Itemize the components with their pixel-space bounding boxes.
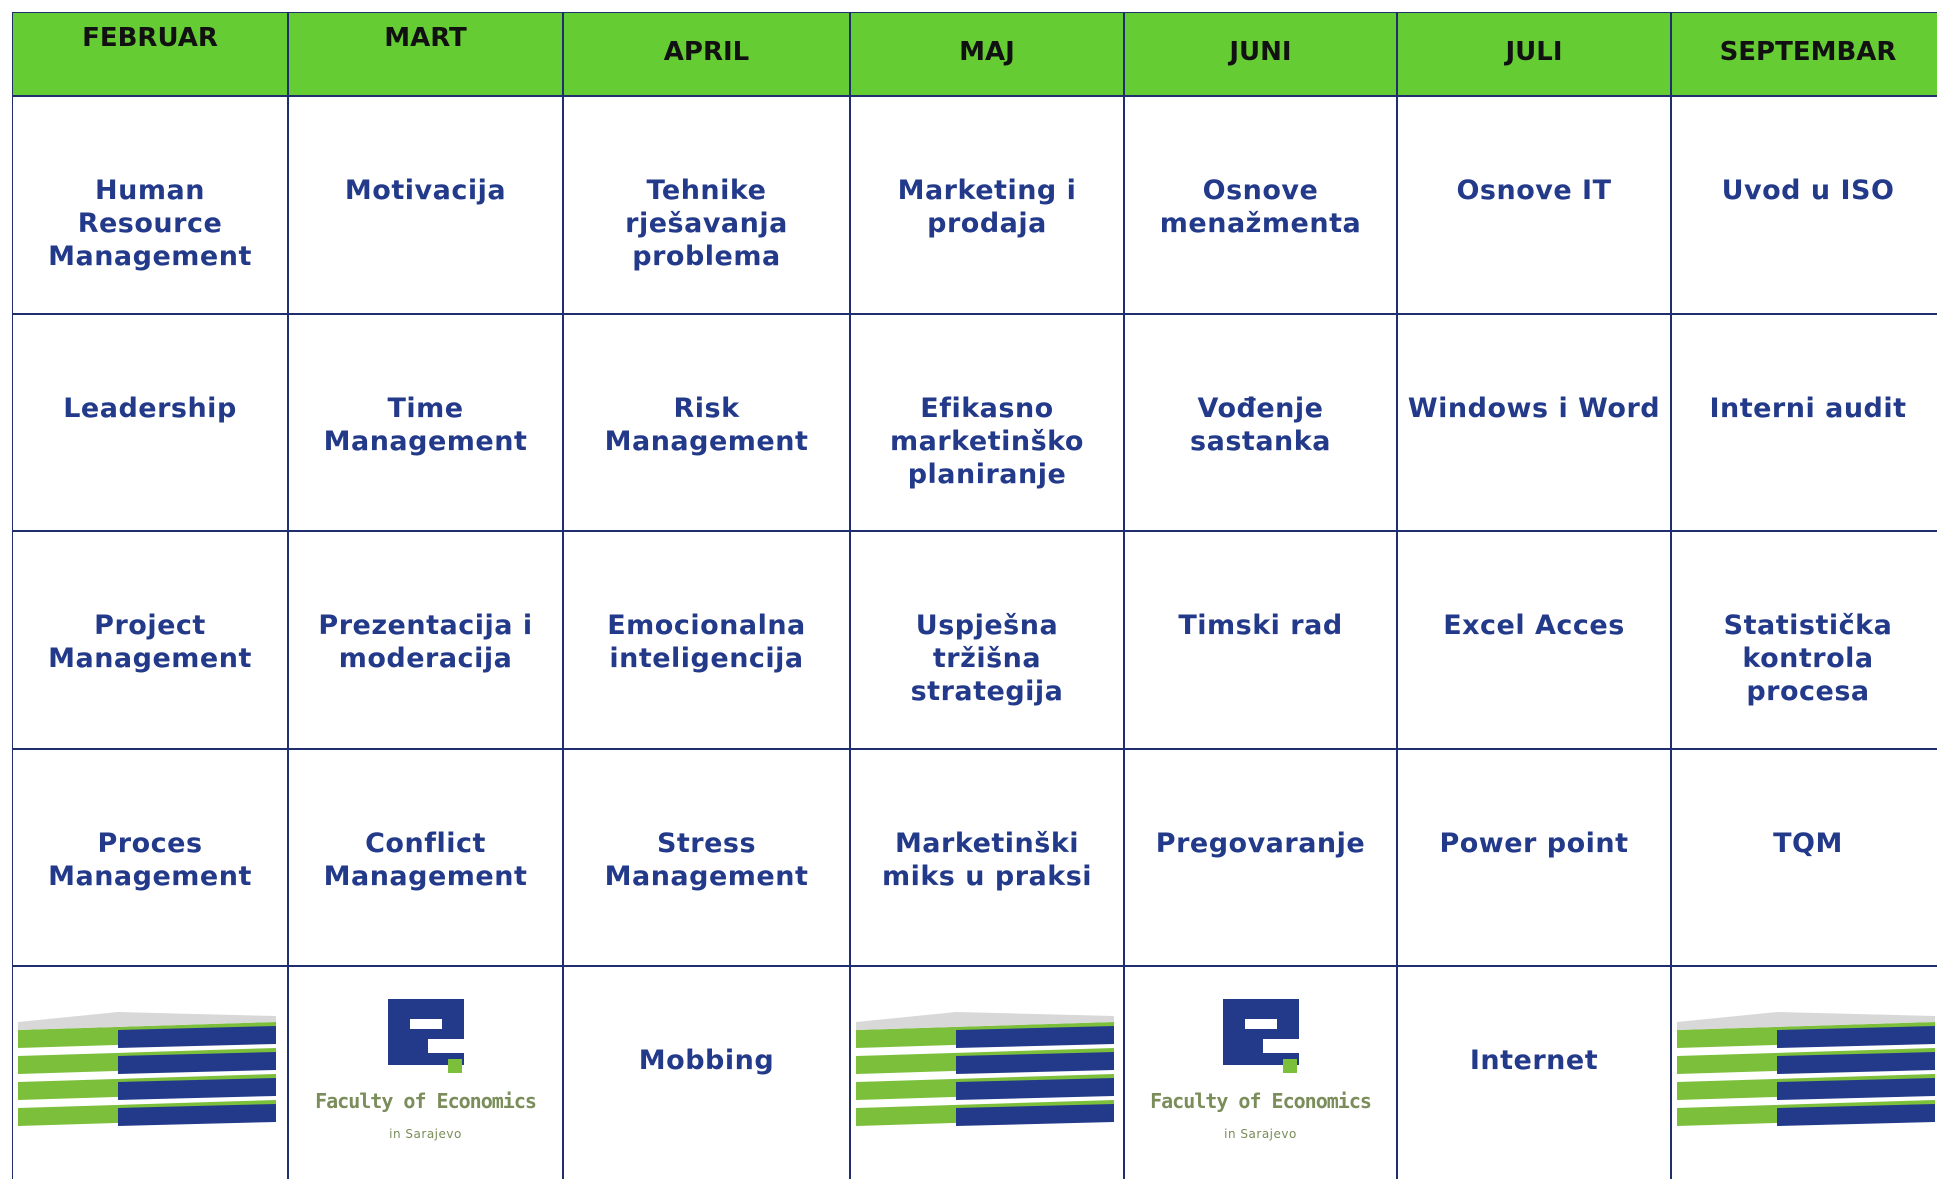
body-cell: Proces Management <box>12 749 288 966</box>
header-cell: FEBRUAR <box>12 12 288 96</box>
body-cell: Stress Management <box>563 749 850 966</box>
body-cell: Osnove menažmenta <box>1124 96 1397 314</box>
body-cell: Human Resource Management <box>12 96 288 314</box>
body-cell: Risk Management <box>563 314 850 531</box>
logo-city: in Sarajevo <box>389 1127 462 1141</box>
body-cell: Marketinški miks u praksi <box>850 749 1124 966</box>
body-cell <box>1671 966 1937 1179</box>
body-cell: Timski rad <box>1124 531 1397 749</box>
logo-name: Faculty of Economics <box>315 1089 537 1113</box>
body-cell: Project Management <box>12 531 288 749</box>
stack-icon <box>1677 1012 1935 1126</box>
body-cell <box>850 966 1124 1179</box>
body-cell: Interni audit <box>1671 314 1937 531</box>
header-cell: MAJ <box>850 12 1124 96</box>
body-cell: Pregovaranje <box>1124 749 1397 966</box>
body-cell: Osnove IT <box>1397 96 1671 314</box>
body-cell: Time Management <box>288 314 563 531</box>
body-cell: Statistička kontrola procesa <box>1671 531 1937 749</box>
header-cell: APRIL <box>563 12 850 96</box>
body-cell: Leadership <box>12 314 288 531</box>
body-cell: Uvod u ISO <box>1671 96 1937 314</box>
stack-icon <box>18 1012 276 1126</box>
body-cell: Power point <box>1397 749 1671 966</box>
header-cell: JUNI <box>1124 12 1397 96</box>
body-cell: Vođenje sastanka <box>1124 314 1397 531</box>
header-text: MAJ <box>959 37 1015 67</box>
header-text: JUNI <box>1229 37 1292 67</box>
body-cell: Mobbing <box>563 966 850 1179</box>
logo-emblem <box>1222 999 1299 1073</box>
stack-icon <box>856 1012 1114 1126</box>
body-cell: Motivacija <box>288 96 563 314</box>
body-cell: Tehnike rješavanja problema <box>563 96 850 314</box>
body-cell: TQM <box>1671 749 1937 966</box>
body-cell: Marketing i prodaja <box>850 96 1124 314</box>
body-cell: Conflict Management <box>288 749 563 966</box>
body-cell: Excel Acces <box>1397 531 1671 749</box>
body-cell: Emocionalna inteligencija <box>563 531 850 749</box>
header-text: JULI <box>1505 37 1563 67</box>
body-cell: Internet <box>1397 966 1671 1179</box>
body-cell: Windows i Word <box>1397 314 1671 531</box>
body-cell: Faculty of Economics in Sarajevo <box>288 966 563 1179</box>
header-cell: MART <box>288 12 563 96</box>
body-cell: Efikasno marketinško planiranje <box>850 314 1124 531</box>
body-cell: Faculty of Economics in Sarajevo <box>1124 966 1397 1179</box>
header-text: APRIL <box>663 37 750 67</box>
logo: Faculty of Economics in Sarajevo <box>289 997 562 1151</box>
body-cell: Uspješna tržišna strategija <box>850 531 1124 749</box>
logo: Faculty of Economics in Sarajevo <box>1125 997 1396 1151</box>
header-cell: JULI <box>1397 12 1671 96</box>
body-cell <box>12 966 288 1179</box>
logo-emblem <box>387 999 464 1073</box>
body-cell: Prezentacija i moderacija <box>288 531 563 749</box>
header-text: SEPTEMBAR <box>1719 37 1897 67</box>
header-text: MART <box>384 23 467 53</box>
logo-city: in Sarajevo <box>1224 1127 1297 1141</box>
logo-name: Faculty of Economics <box>1150 1089 1372 1113</box>
header-text: FEBRUAR <box>82 23 218 53</box>
header-cell: SEPTEMBAR <box>1671 12 1937 96</box>
